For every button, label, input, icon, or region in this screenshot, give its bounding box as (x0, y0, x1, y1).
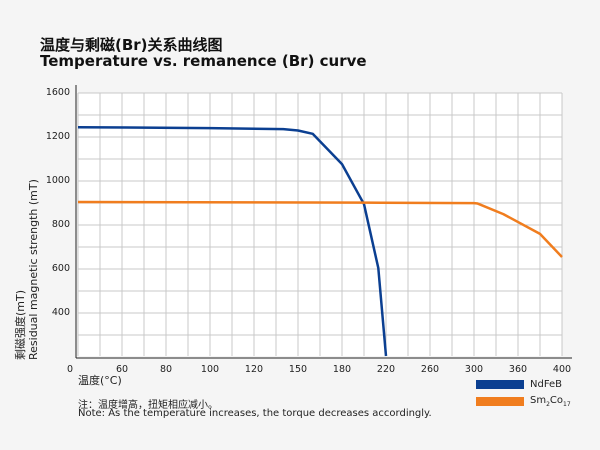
legend-swatch (476, 380, 524, 389)
legend-item-smco: Sm2Co17 (476, 395, 571, 408)
x-tick-label: 100 (201, 364, 219, 375)
y-axis-label-zh: 剩磁强度(mT) (14, 289, 27, 360)
chart-title-en: Temperature vs. remanence (Br) curve (40, 52, 367, 70)
y-tick-label: 1200 (46, 131, 70, 142)
legend-item-ndfeb: NdFeB (476, 379, 562, 390)
y-axis-label: 剩磁强度(mT) Residual magnetic strength (mT) (14, 179, 40, 360)
x-axis-label: 温度(°C) (78, 374, 122, 387)
series-line-sm2co17 (77, 200, 563, 258)
note-zh: 注：温度增高，扭矩相应减小。 (78, 400, 218, 411)
x-tick-label: 400 (553, 364, 571, 375)
x-tick-label: 120 (245, 364, 263, 375)
note-en: Note: As the temperature increases, the … (78, 408, 432, 419)
y-tick-label: 1000 (46, 175, 70, 186)
x-tick-label: 220 (377, 364, 395, 375)
chart-title-zh: 温度与剩磁(Br)关系曲线图 (40, 36, 223, 54)
series-line-ndfeb (77, 125, 388, 357)
x-tick-label: 260 (421, 364, 439, 375)
x-tick-label: 80 (160, 364, 172, 375)
x-tick-label: 360 (509, 364, 527, 375)
x-tick-label: 150 (289, 364, 307, 375)
legend-swatch (476, 397, 524, 406)
y-axis-label-en: Residual magnetic strength (mT) (27, 179, 40, 360)
y-tick-label: 800 (52, 219, 70, 230)
y-tick-label: 400 (52, 307, 70, 318)
legend-label: NdFeB (530, 379, 563, 390)
x-tick-label: 60 (116, 364, 128, 375)
y-tick-label: 600 (52, 263, 70, 274)
legend-label: Sm2Co17 (530, 395, 571, 408)
x-tick-label: 300 (465, 364, 483, 375)
origin-label: 0 (67, 364, 73, 375)
x-tick-label: 180 (333, 364, 351, 375)
y-tick-label: 1600 (46, 87, 70, 98)
